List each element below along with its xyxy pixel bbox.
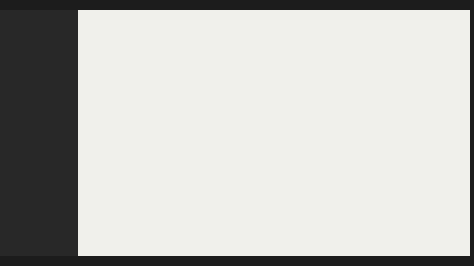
Text: 3: 3 <box>182 142 190 152</box>
Text: 4: 4 <box>338 146 343 155</box>
Text: 2: 2 <box>85 142 92 152</box>
Text: Actual yield =  5.16 g Ca: Actual yield = 5.16 g Ca <box>115 188 245 198</box>
Text: 3: 3 <box>293 192 298 201</box>
Text: 1: 1 <box>284 142 292 152</box>
Text: (aq): (aq) <box>226 142 247 152</box>
Text: ): ) <box>343 142 347 152</box>
Text: A 25 mL sample of 2.0 M sodium phosphate is mixed: A 25 mL sample of 2.0 M sodium phosphate… <box>115 48 366 57</box>
Text: 6: 6 <box>385 142 392 152</box>
Text: 3: 3 <box>313 146 318 155</box>
Text: NaCl(aq): NaCl(aq) <box>399 142 445 152</box>
Text: ): ) <box>323 188 327 198</box>
Text: precipitate is collected and dried, it is found to have a: precipitate is collected and dried, it i… <box>115 76 372 85</box>
Text: (PO: (PO <box>300 188 319 198</box>
Text: (aq) +: (aq) + <box>144 142 180 152</box>
Text: CaCl: CaCl <box>196 142 220 152</box>
Text: 4: 4 <box>318 192 323 201</box>
Text: Ca: Ca <box>298 142 312 152</box>
Text: 2: 2 <box>329 192 334 201</box>
Text: (s) +: (s) + <box>354 142 383 152</box>
Text: Example:  Limiting Reagent with Solutions: Example: Limiting Reagent with Solutions <box>115 24 413 37</box>
Text: Na: Na <box>99 142 113 152</box>
Text: 3: 3 <box>117 146 122 155</box>
Text: 2: 2 <box>221 146 226 155</box>
Text: 2: 2 <box>349 146 354 155</box>
Text: PO: PO <box>122 142 137 152</box>
Text: mass of 5.16 g.  Determine the percent yield.: mass of 5.16 g. Determine the percent yi… <box>115 90 331 99</box>
Text: 4: 4 <box>139 146 144 155</box>
Text: (PO: (PO <box>318 142 337 152</box>
Text: with 75 mL of 0.80 M calcium chloride.  When the: with 75 mL of 0.80 M calcium chloride. W… <box>115 62 351 71</box>
